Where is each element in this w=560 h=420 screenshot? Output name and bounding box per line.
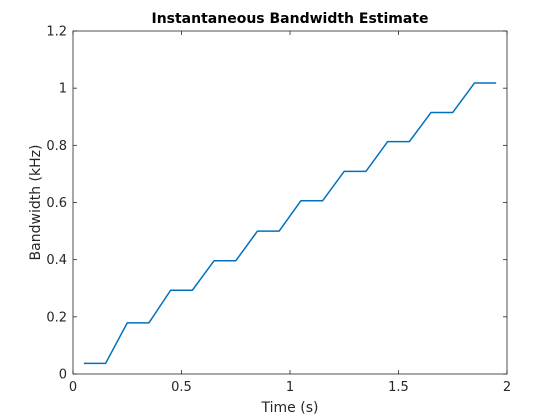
y-tick-label: 1.2 xyxy=(46,25,67,40)
y-tick-label: 0.6 xyxy=(46,196,67,211)
x-tick-label: 1.5 xyxy=(388,380,409,395)
y-ticks: 0 0.2 0.4 0.6 0.8 1 1.2 xyxy=(46,25,507,383)
y-tick-label: 0.2 xyxy=(46,310,67,325)
y-tick-label: 0.4 xyxy=(46,253,67,268)
plot-area xyxy=(73,31,507,374)
y-axis-label: Bandwidth (kHz) xyxy=(28,145,44,261)
x-tick-label: 0.5 xyxy=(171,380,192,395)
x-axis-label: Time (s) xyxy=(261,400,319,416)
series-line-0 xyxy=(83,82,497,365)
y-tick-label: 0 xyxy=(59,368,67,383)
y-tick-label: 0.8 xyxy=(46,139,67,154)
x-tick-label: 0 xyxy=(69,380,77,395)
x-tick-label: 1 xyxy=(286,380,294,395)
x-ticks: 0 0.5 1 1.5 2 xyxy=(69,31,511,395)
chart-title: Instantaneous Bandwidth Estimate xyxy=(151,11,428,27)
series-layer xyxy=(83,82,497,365)
x-tick-label: 2 xyxy=(503,380,511,395)
y-tick-label: 1 xyxy=(59,82,67,97)
